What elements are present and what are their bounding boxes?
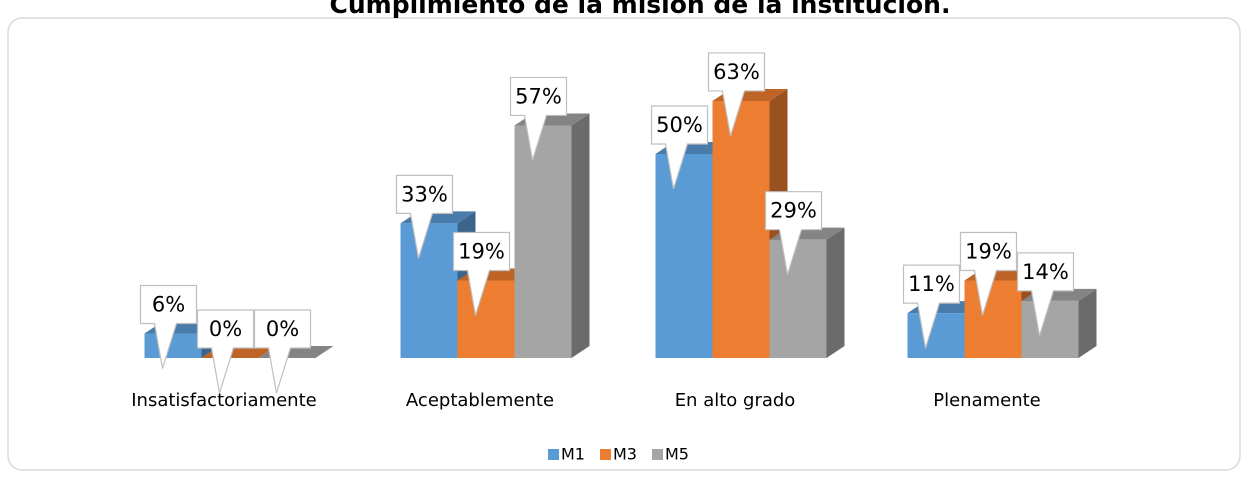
x-tick-label: En alto grado xyxy=(675,390,796,411)
bar xyxy=(655,154,713,358)
x-tick-label: Aceptablemente xyxy=(406,390,554,411)
x-tick-label: Plenamente xyxy=(933,390,1041,411)
bar-side xyxy=(826,227,845,358)
callout xyxy=(650,105,709,190)
bar xyxy=(457,280,515,358)
data-label: 0% xyxy=(209,317,242,341)
callout xyxy=(764,191,823,275)
bar-side xyxy=(1078,288,1097,358)
legend-label: M1 xyxy=(561,445,585,464)
chart-title: Cumplimiento de la misión de la instituc… xyxy=(330,0,951,19)
data-label: 11% xyxy=(908,272,955,296)
bar xyxy=(1021,300,1079,358)
bar xyxy=(514,125,572,358)
data-label: 33% xyxy=(401,182,448,206)
data-label: 0% xyxy=(266,317,299,341)
callout xyxy=(902,264,961,349)
bar xyxy=(964,280,1022,358)
legend-swatch xyxy=(548,449,559,460)
callout xyxy=(253,309,312,394)
callout xyxy=(509,76,568,161)
bar xyxy=(400,223,458,358)
callout xyxy=(196,309,255,394)
bar-side xyxy=(571,113,590,358)
bar xyxy=(144,333,202,358)
bar xyxy=(907,313,965,358)
x-tick-label: Insatisfactoriamente xyxy=(131,390,316,411)
legend-label: M3 xyxy=(613,445,637,464)
data-label: 19% xyxy=(965,239,1012,263)
callout xyxy=(707,52,766,137)
callout xyxy=(1016,252,1075,337)
data-label: 63% xyxy=(713,60,760,84)
legend-swatch xyxy=(652,449,663,460)
data-label: 50% xyxy=(656,113,703,137)
data-label: 19% xyxy=(458,239,505,263)
bar xyxy=(769,239,827,358)
callout xyxy=(959,231,1018,316)
callout xyxy=(452,231,511,316)
data-label: 6% xyxy=(152,293,185,317)
data-label: 57% xyxy=(515,84,562,108)
legend-swatch xyxy=(600,449,611,460)
callout xyxy=(139,284,198,369)
data-label: 29% xyxy=(770,199,817,223)
data-label: 14% xyxy=(1022,260,1069,284)
bar xyxy=(712,100,770,359)
legend-label: M5 xyxy=(665,445,689,464)
callout xyxy=(395,174,454,259)
